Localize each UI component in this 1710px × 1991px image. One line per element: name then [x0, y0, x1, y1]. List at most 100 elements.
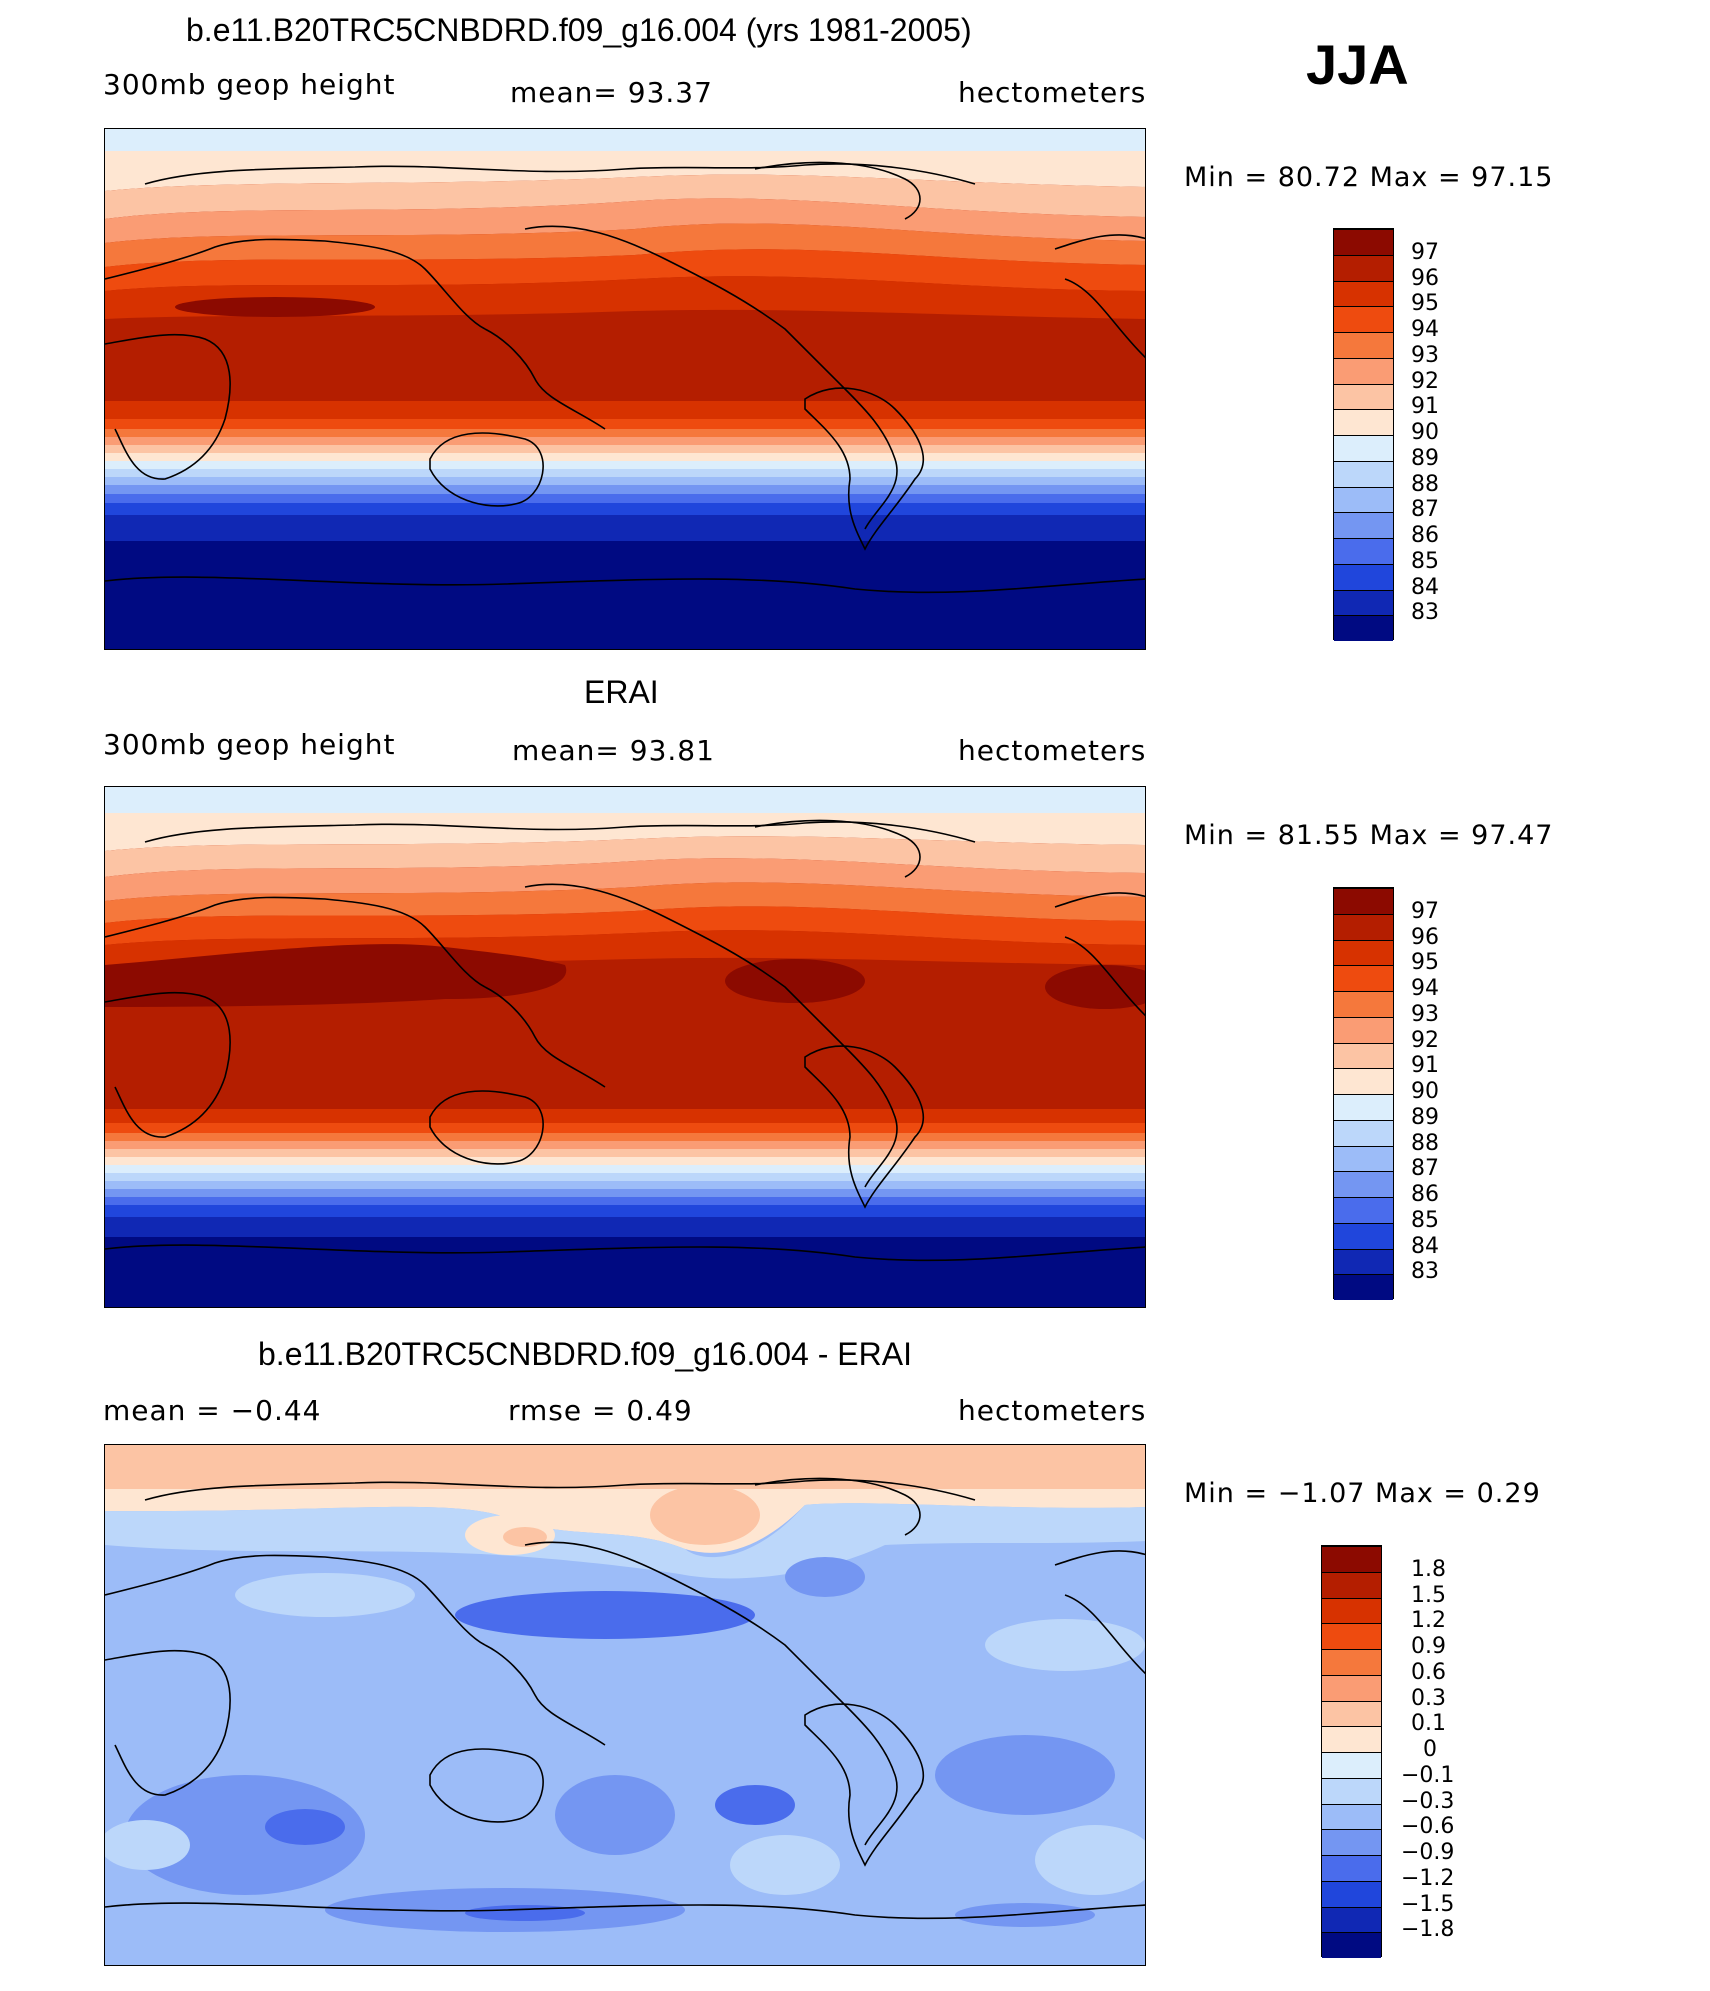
colorbar-swatch [1334, 512, 1393, 539]
colorbar-tick-label: −0.1 [1401, 1763, 1455, 1788]
panel2-mean-label: mean= 93.81 [512, 734, 715, 767]
panel3-minmax: Min = −1.07 Max = 0.29 [1184, 1478, 1541, 1509]
colorbar-swatch [1334, 435, 1393, 461]
panel3-title: b.e11.B20TRC5CNBDRD.f09_g16.004 - ERAI [258, 1336, 912, 1372]
colorbar-swatch [1322, 1803, 1381, 1830]
colorbar-swatch [1334, 1042, 1393, 1069]
colorbar-tick-label: 85 [1411, 1208, 1439, 1233]
panel1-variable-label: 300mb geop height [103, 68, 396, 101]
colorbar-swatch [1322, 1649, 1381, 1675]
colorbar-tick-label: 87 [1411, 1156, 1439, 1181]
colorbar-tick-label: 0 [1423, 1737, 1437, 1762]
colorbar-swatch [1334, 280, 1393, 307]
colorbar-tick-label: 88 [1411, 472, 1439, 497]
panel2-variable-label: 300mb geop height [103, 728, 396, 761]
colorbar-tick-label: 86 [1411, 1182, 1439, 1207]
colorbar-swatch [1334, 965, 1393, 992]
colorbar-swatch [1334, 486, 1393, 513]
colorbar-tick-label: −0.6 [1401, 1814, 1455, 1839]
colorbar-tick-label: 95 [1411, 291, 1439, 316]
colorbar-tick-label: 1.8 [1411, 1557, 1446, 1582]
colorbar-tick-label: 94 [1411, 976, 1439, 1001]
colorbar-swatch [1322, 1752, 1381, 1778]
colorbar-tick-label: 0.9 [1411, 1634, 1446, 1659]
colorbar-tick-label: 0.6 [1411, 1660, 1446, 1685]
colorbar-swatch [1334, 1094, 1393, 1120]
colorbar-tick-label: 1.5 [1411, 1583, 1446, 1608]
panel2-contour-field [105, 787, 1145, 1307]
colorbar-swatch [1334, 888, 1393, 914]
colorbar-tick-label: 91 [1411, 1053, 1439, 1078]
colorbar-swatch [1322, 1571, 1381, 1598]
colorbar-swatch [1334, 615, 1393, 641]
panel2-title: ERAI [584, 674, 659, 710]
colorbar-swatch [1334, 1197, 1393, 1223]
panel3-mean-label: mean = −0.44 [103, 1394, 322, 1427]
panel1-units-label: hectometers [958, 76, 1147, 109]
colorbar-tick-label: 92 [1411, 369, 1439, 394]
colorbar-tick-label: 1.2 [1411, 1608, 1446, 1633]
colorbar-tick-label: −1.5 [1401, 1892, 1455, 1917]
panel1-contour-field [105, 129, 1145, 649]
colorbar-swatch [1334, 1171, 1393, 1198]
colorbar-swatch [1334, 306, 1393, 333]
colorbar-swatch [1322, 1597, 1381, 1624]
colorbar-swatch [1334, 229, 1393, 255]
colorbar-tick-label: 85 [1411, 549, 1439, 574]
colorbar-swatch [1334, 589, 1393, 616]
colorbar-tick-label: 93 [1411, 1002, 1439, 1027]
panel3-colorbar: 1.8 1.5 1.2 0.9 0.6 0.3 0.1 0 −0.1 −0.3 … [1321, 1545, 1461, 1958]
panel3-map [104, 1444, 1146, 1966]
colorbar-swatch [1322, 1906, 1381, 1933]
panel1-colorbar: 97 96 95 94 93 92 91 90 89 88 87 86 85 8… [1333, 228, 1453, 641]
colorbar-tick-label: 97 [1411, 240, 1439, 265]
panel1-mean-label: mean= 93.37 [510, 76, 713, 109]
colorbar-tick-label: 89 [1411, 446, 1439, 471]
panel3-rmse-label: rmse = 0.49 [508, 1394, 693, 1427]
colorbar-tick-label: −0.9 [1401, 1840, 1455, 1865]
panel3-coastlines [105, 1477, 1145, 1920]
colorbar-swatch [1322, 1623, 1381, 1650]
panel1-colorbar-box [1333, 228, 1394, 641]
colorbar-tick-label: 95 [1411, 950, 1439, 975]
panel1-map [104, 128, 1146, 650]
colorbar-tick-label: 92 [1411, 1028, 1439, 1053]
colorbar-swatch [1322, 1855, 1381, 1881]
colorbar-tick-label: 90 [1411, 420, 1439, 445]
panel2-map [104, 786, 1146, 1308]
colorbar-tick-label: 84 [1411, 1234, 1439, 1259]
colorbar-swatch [1334, 563, 1393, 590]
colorbar-tick-label: 89 [1411, 1105, 1439, 1130]
colorbar-tick-label: 84 [1411, 575, 1439, 600]
colorbar-swatch [1334, 1248, 1393, 1275]
panel2-colorbar-box [1333, 887, 1394, 1300]
colorbar-swatch [1322, 1700, 1381, 1727]
colorbar-tick-label: 97 [1411, 899, 1439, 924]
colorbar-tick-label: 90 [1411, 1079, 1439, 1104]
colorbar-swatch [1322, 1777, 1381, 1804]
colorbar-swatch [1334, 939, 1393, 966]
panel2-units-label: hectometers [958, 734, 1147, 767]
colorbar-swatch [1334, 1274, 1393, 1300]
panel2-colorbar: 97 96 95 94 93 92 91 90 89 88 87 86 85 8… [1333, 887, 1453, 1300]
colorbar-swatch [1334, 1016, 1393, 1043]
panel1-minmax: Min = 80.72 Max = 97.15 [1184, 162, 1554, 193]
colorbar-tick-label: 93 [1411, 343, 1439, 368]
colorbar-swatch [1334, 460, 1393, 487]
panel1-coastlines [105, 161, 1145, 594]
colorbar-swatch [1322, 1726, 1381, 1753]
panel2-coastlines [105, 819, 1145, 1262]
colorbar-swatch [1334, 1145, 1393, 1172]
colorbar-swatch [1322, 1674, 1381, 1701]
panel1-title: b.e11.B20TRC5CNBDRD.f09_g16.004 (yrs 198… [186, 12, 972, 48]
panel3-units-label: hectometers [958, 1394, 1147, 1427]
colorbar-tick-label: 0.1 [1411, 1711, 1446, 1736]
colorbar-swatch [1334, 913, 1393, 940]
colorbar-tick-label: 83 [1411, 600, 1439, 625]
colorbar-swatch [1322, 1932, 1381, 1958]
colorbar-tick-label: 88 [1411, 1131, 1439, 1156]
colorbar-tick-label: 0.3 [1411, 1686, 1446, 1711]
colorbar-tick-label: 86 [1411, 523, 1439, 548]
season-label: JJA [1306, 33, 1409, 96]
colorbar-swatch [1334, 1222, 1393, 1249]
